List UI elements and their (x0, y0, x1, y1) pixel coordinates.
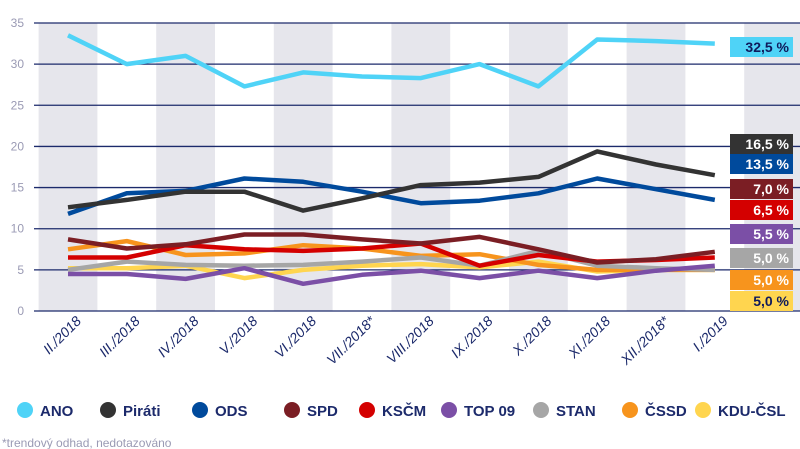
y-tick-label: 10 (11, 222, 25, 236)
legend-label: ČSSD (645, 402, 687, 420)
legend-label: Piráti (123, 403, 161, 420)
legend-label: ANO (40, 403, 74, 420)
column-band (38, 23, 98, 311)
x-tick-label: III./2018 (96, 313, 143, 360)
value-label-box (730, 37, 793, 57)
series-line--ssd (67, 238, 715, 273)
value-label: 5,0 % (753, 272, 789, 288)
x-tick-label: I./2019 (689, 313, 731, 355)
value-label: 6,5 % (753, 202, 789, 218)
series-line-pir-ti (67, 149, 716, 213)
legend-marker (100, 402, 116, 418)
x-tick-label: XI./2018 (564, 313, 613, 362)
x-tick-label: VIII./2018 (383, 313, 437, 367)
value-label: 5,5 % (753, 226, 789, 242)
y-tick-label: 20 (11, 139, 25, 153)
legend-marker (284, 402, 300, 418)
y-tick-label: 0 (17, 304, 24, 318)
legend-label: KDU-ČSL (718, 402, 786, 420)
value-label-box (730, 154, 793, 174)
value-label-box (730, 179, 793, 199)
value-label-box (730, 224, 793, 244)
value-label-box (730, 270, 793, 290)
legend-marker (533, 402, 549, 418)
value-label-box (730, 134, 793, 154)
series-line-ano (67, 33, 715, 89)
y-tick-label: 30 (11, 57, 25, 71)
x-tick-label: IX./2018 (448, 313, 496, 361)
series-line-spd (67, 232, 716, 265)
value-label: 13,5 % (745, 156, 789, 172)
legend-marker (695, 402, 711, 418)
legend-label: KSČM (382, 402, 426, 420)
legend-marker (192, 402, 208, 418)
series-line-stan (67, 248, 715, 273)
series-line-top-09 (68, 263, 715, 287)
legend-marker (622, 402, 638, 418)
value-label-box (730, 200, 793, 220)
x-tick-label: VI./2018 (271, 313, 319, 361)
x-tick-label: VII./2018* (323, 312, 378, 367)
value-label: 5,0 % (753, 293, 789, 309)
x-tick-label: V./2018 (216, 313, 261, 358)
legend-marker (359, 402, 375, 418)
x-tick-label: IV./2018 (154, 313, 202, 361)
y-tick-label: 25 (11, 98, 25, 112)
legend-label: TOP 09 (464, 403, 515, 420)
y-tick-label: 5 (17, 263, 24, 277)
footnote: *trendový odhad, nedotazováno (2, 436, 172, 449)
column-band (391, 23, 451, 311)
legend-marker (441, 402, 457, 418)
legend-label: SPD (307, 403, 338, 420)
value-label: 32,5 % (745, 39, 789, 55)
value-label: 5,0 % (753, 250, 789, 266)
legend-label: ODS (215, 403, 248, 420)
y-tick-label: 15 (11, 181, 25, 195)
value-label: 16,5 % (745, 136, 789, 152)
x-tick-label: XII./2018* (617, 312, 673, 368)
y-tick-label: 35 (11, 16, 25, 30)
legend-label: STAN (556, 403, 596, 420)
value-label-box (730, 291, 793, 311)
legend-marker (17, 402, 33, 418)
value-label: 7,0 % (753, 181, 789, 197)
x-tick-label: X./2018 (508, 313, 554, 359)
value-label-box (730, 248, 793, 268)
x-tick-label: II./2018 (40, 313, 84, 357)
